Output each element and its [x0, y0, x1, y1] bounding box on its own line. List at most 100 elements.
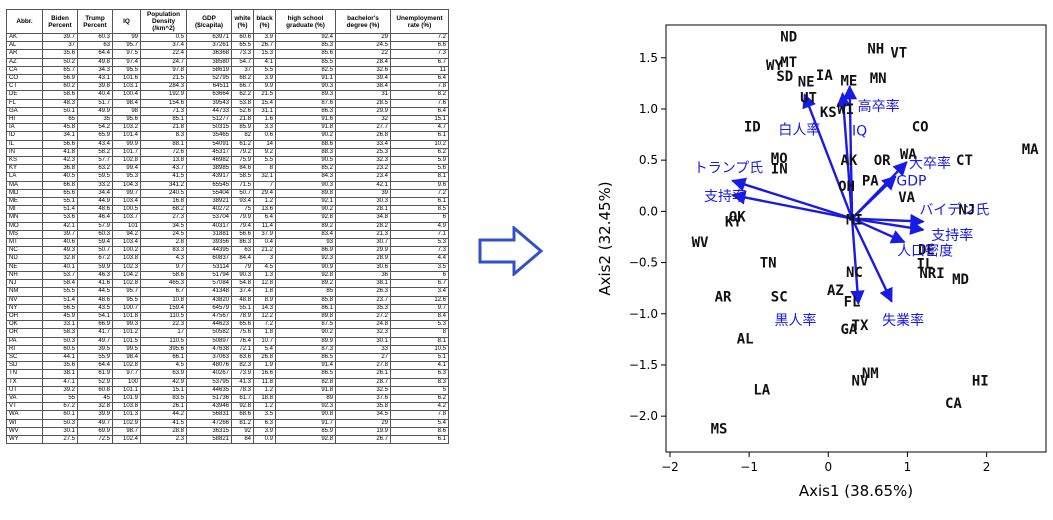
table-cell: 69.9 [77, 426, 113, 436]
table-cell: 7.3 [390, 246, 449, 256]
table-cell: 43917 [186, 172, 232, 182]
table-cell: 44635 [186, 385, 232, 395]
state-abbr-cell: LA [6, 172, 43, 182]
table-cell: 60.8 [77, 385, 113, 395]
table-cell: 90.2 [275, 205, 336, 215]
table-cell: 58.6 [42, 90, 78, 100]
plot-frame [665, 24, 1047, 453]
table-cell: 5.6 [390, 164, 449, 174]
table-cell: 86.5 [275, 352, 336, 363]
table-cell: 62.2 [231, 90, 254, 100]
table-cell: 24.5 [335, 41, 391, 51]
table-cell: 154.6 [140, 98, 187, 108]
table-cell: 88.1 [140, 139, 187, 149]
table-cell: 50.3 [42, 418, 78, 428]
table-cell: 50315 [186, 123, 232, 133]
table-cell: 44.5 [77, 287, 113, 297]
state-abbr-cell: ME [6, 197, 43, 207]
table-cell: 35.6 [42, 361, 78, 371]
state-point-label: TX [852, 318, 869, 334]
table-cell: 15.3 [253, 49, 276, 59]
right-arrow-icon [478, 224, 544, 278]
table-cell: 35465 [186, 131, 232, 141]
table-cell: 0.4 [253, 238, 276, 248]
table-cell: 38580 [186, 57, 232, 67]
table-cell: 30.3 [335, 197, 391, 207]
table-cell: 60.2 [42, 82, 78, 92]
table-cell: 34.3 [77, 65, 113, 76]
table-row: CO 56.9 43.1 101.6 21.5 52795 68.2 3.9 91.1 39.4 6… [6, 74, 449, 84]
table-cell: 39.5 [77, 344, 113, 354]
table-cell: 85.9 [231, 123, 254, 133]
table-cell: 12.2 [253, 311, 276, 322]
table-cell: 85.1 [140, 115, 187, 125]
table-cell: 32.3 [335, 328, 391, 338]
state-abbr-cell: OR [6, 328, 43, 338]
table-cell: 34.5 [335, 410, 391, 420]
table-row: PA 50.3 49.7 101.5 110.5 50897 76.4 10.7 89.9 30.… [6, 336, 449, 346]
table-cell: 73.9 [231, 369, 254, 379]
table-cell: 28.9 [335, 254, 391, 264]
table-cell: 43.5 [77, 303, 113, 313]
table-cell: 50897 [186, 336, 232, 346]
table-cell: 32 [335, 115, 391, 125]
table-cell: 21.3 [335, 229, 391, 240]
state-abbr-cell: TX [6, 377, 43, 387]
vector-label: 支持率 [704, 188, 746, 205]
table-cell: 51.7 [77, 98, 113, 108]
state-point-label: NRI [919, 266, 944, 282]
table-cell: 82.5 [275, 65, 336, 76]
table-cell: 46.4 [77, 213, 113, 223]
table-cell: 101.9 [112, 393, 141, 404]
column-header: Unemployment rate (%) [390, 9, 449, 34]
table-cell: 82.3 [231, 361, 254, 371]
table-cell: 84 [231, 434, 254, 445]
table-cell: 41.6 [77, 279, 113, 289]
table-cell: 43.7 [140, 164, 187, 174]
vector-label: 支持率 [931, 227, 973, 244]
table-cell: 4.4 [390, 254, 449, 264]
table-cell: 86.3 [275, 106, 336, 117]
state-point-label: AR [715, 289, 732, 305]
table-cell: 50.7 [77, 246, 113, 256]
state-abbr-cell: IA [6, 123, 43, 133]
table-row: LA 40.5 59.5 95.3 41.5 43917 58.5 32.1 84.3 23.4 8… [6, 172, 449, 182]
table-row: IL 56.6 43.4 99.9 88.1 54091 61.2 14 88.6 33.4 10.… [6, 139, 449, 149]
table-cell: 72.6 [140, 147, 187, 158]
vector-label: IQ [852, 123, 867, 139]
table-cell: 8.1 [390, 172, 449, 182]
table-cell: 50.2 [42, 57, 78, 67]
table-row: RI 60.5 39.5 99.5 395.6 47638 72.1 5.4 87.3 33 10.… [6, 344, 449, 354]
table-cell: 52.9 [77, 377, 113, 387]
table-cell: 79.4 [231, 221, 254, 231]
table-cell: 68.6 [231, 410, 254, 420]
table-cell: 90.5 [275, 156, 336, 166]
table-cell: 60837 [186, 254, 232, 264]
table-cell: 88.3 [275, 147, 336, 158]
table-cell: 37.4 [231, 287, 254, 297]
table-cell: 86.3 [231, 238, 254, 248]
table-cell: 37261 [186, 41, 232, 51]
table-cell: 97.5 [112, 49, 141, 59]
state-point-label: NE [798, 74, 815, 90]
table-cell: 42.1 [42, 221, 78, 231]
table-cell: 58619 [186, 65, 232, 76]
table-cell: 102.8 [112, 361, 141, 371]
table-cell: 25.3 [335, 147, 391, 158]
table-row: MN 53.6 46.4 103.7 27.3 53704 79.9 6.4 92.8 34.8 6 [6, 213, 449, 223]
table-cell: 53.8 [231, 98, 254, 108]
table-cell: 28.1 [335, 205, 391, 215]
table-cell: 101.5 [112, 336, 141, 346]
table-cell: 91.7 [275, 418, 336, 428]
table-cell: 99.9 [112, 139, 141, 149]
table-cell: 71.5 [231, 180, 254, 190]
table-cell: 45.8 [42, 123, 78, 133]
table-cell: 38.1 [335, 279, 391, 289]
table-cell: 30.1 [42, 426, 78, 436]
table-cell: 89.8 [275, 311, 336, 322]
table-row: IN 41.8 58.2 101.7 72.6 45317 79.2 9.2 88.3 25.3 6… [6, 147, 449, 158]
table-cell: 32.8 [77, 402, 113, 412]
state-point-label: CA [945, 396, 962, 412]
table-row: NC 49.3 50.7 100.2 83.3 44395 63 21.2 86.9 29.9 7.… [6, 246, 449, 256]
table-cell: 38.4 [335, 82, 391, 92]
